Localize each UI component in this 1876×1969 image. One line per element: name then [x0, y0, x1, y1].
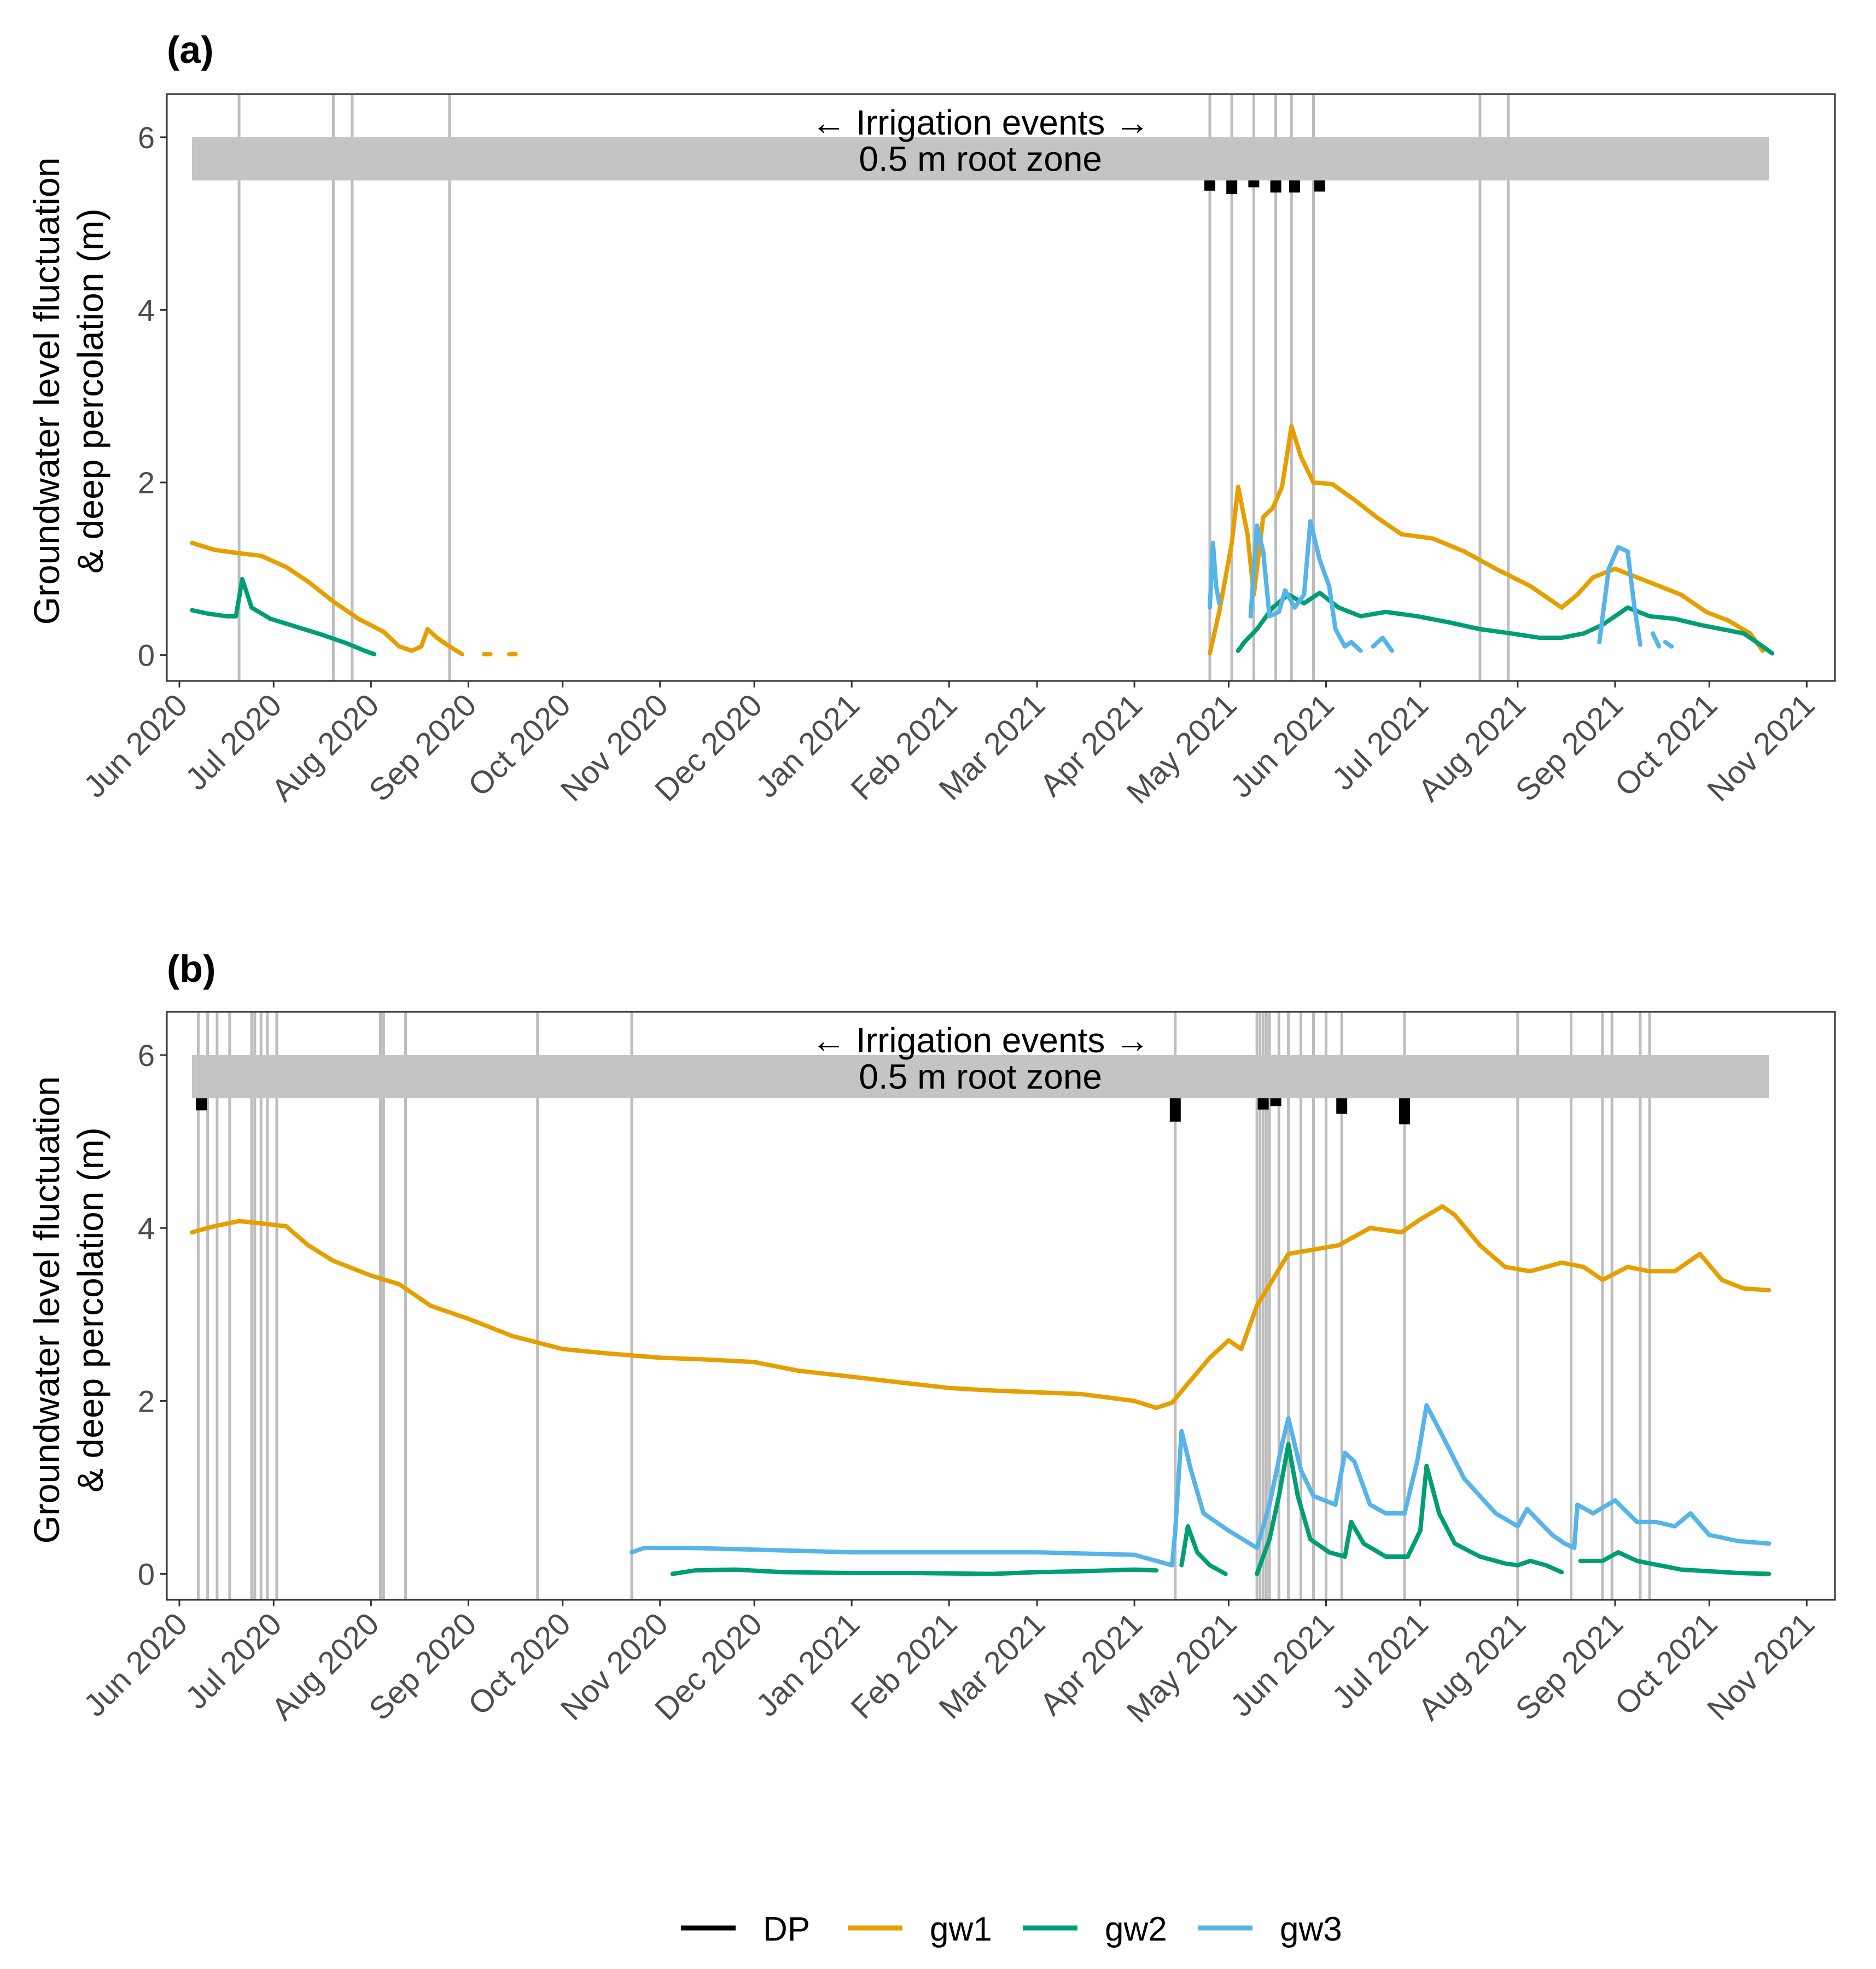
dp-bar — [1270, 180, 1281, 193]
series-line-gw2 — [1236, 591, 1775, 656]
series-line-gw3 — [630, 1403, 1772, 1568]
dp-bar — [1289, 180, 1301, 193]
dp-bar — [1257, 1098, 1269, 1110]
y-axis-title-line-2: & deep percolation (m) — [70, 208, 110, 574]
y-tick-label: 4 — [138, 1211, 155, 1245]
y-tick-label: 0 — [138, 638, 155, 673]
root-zone-rect — [191, 1055, 1769, 1099]
dp-bar — [196, 1098, 207, 1111]
legend: DP gw1 gw2 gw3 — [681, 1910, 1342, 1948]
series-line-gw2 — [670, 1567, 1159, 1576]
series-line-gw1 — [190, 540, 464, 657]
dp-bar — [1169, 1098, 1181, 1122]
root-zone-label: 0.5 m root zone — [859, 139, 1102, 178]
legend-item-dp: DP — [681, 1910, 810, 1948]
y-tick-label: 0 — [138, 1557, 155, 1592]
groundwater-series — [190, 1204, 1772, 1576]
legend-label-gw1: gw1 — [930, 1910, 992, 1948]
irrigation-events-label: ← Irrigation events → — [811, 1021, 1150, 1060]
legend-label-dp: DP — [763, 1910, 810, 1948]
deep-percolation-bars — [196, 1098, 1411, 1125]
legend-item-gw1: gw1 — [848, 1910, 992, 1948]
dp-bar — [1248, 180, 1260, 188]
series-line-gw3 — [1597, 545, 1642, 647]
series-line-gw3 — [1248, 519, 1363, 653]
y-axis-title-line-1: Groundwater level fluctuation — [26, 1076, 67, 1544]
plot-frame — [166, 93, 1836, 682]
legend-label-gw3: gw3 — [1280, 1910, 1342, 1948]
series-line-gw2 — [1578, 1550, 1772, 1576]
plot-frame — [166, 1011, 1836, 1601]
y-tick-label: 4 — [138, 293, 155, 327]
plot-border — [166, 1011, 1836, 1601]
series-line-gw1 — [190, 1204, 1772, 1410]
series-line-gw2 — [1179, 1524, 1228, 1576]
root-zone-label: 0.5 m root zone — [859, 1057, 1102, 1097]
legend-label-gw2: gw2 — [1105, 1910, 1167, 1948]
dp-bar — [1336, 1098, 1348, 1114]
series-line-gw3 — [1650, 631, 1662, 649]
root-zone-band — [191, 137, 1769, 180]
dp-bar — [1314, 180, 1326, 192]
panel-label: (a) — [167, 28, 214, 71]
root-zone-band — [191, 1055, 1769, 1099]
y-tick-label: 6 — [138, 120, 155, 155]
groundwater-series — [190, 424, 1775, 657]
y-tick-label: 2 — [138, 1384, 155, 1418]
series-line-gw3 — [1663, 640, 1674, 649]
legend-item-gw2: gw2 — [1023, 1910, 1167, 1948]
y-axis: 0 2 4 6 — [138, 120, 167, 673]
dp-bar — [1226, 180, 1238, 195]
y-tick-label: 2 — [138, 465, 155, 500]
series-line-gw2 — [190, 576, 377, 657]
series-line-gw3 — [1208, 540, 1222, 610]
dp-bar — [1270, 1098, 1281, 1106]
y-axis-title-line-1: Groundwater level fluctuation — [26, 158, 67, 625]
series-line-gw3 — [1371, 636, 1395, 653]
irrigation-events-label: ← Irrigation events → — [811, 103, 1150, 142]
panel-label: (b) — [167, 947, 215, 990]
root-zone-rect — [191, 137, 1769, 180]
dp-bar — [1399, 1098, 1411, 1125]
dp-bar — [1204, 180, 1215, 191]
y-axis-title-line-2: & deep percolation (m) — [70, 1127, 110, 1493]
plot-border — [166, 93, 1836, 682]
deep-percolation-bars — [1204, 180, 1326, 195]
y-tick-label: 6 — [138, 1038, 155, 1073]
series-line-gw2 — [1255, 1442, 1564, 1576]
y-axis: 0 2 4 6 — [138, 1038, 167, 1592]
legend-item-gw3: gw3 — [1198, 1910, 1342, 1948]
